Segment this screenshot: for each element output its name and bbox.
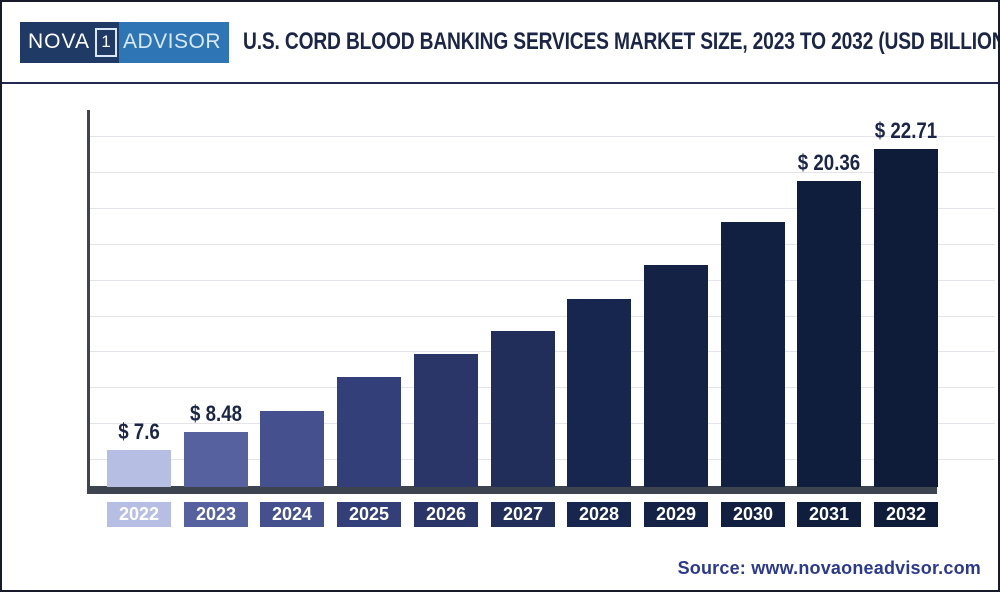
bar-value-2023: $ 8.48 — [190, 401, 242, 426]
gridline — [90, 136, 995, 137]
bar-2032 — [874, 149, 938, 487]
year-label-2024: 2024 — [260, 502, 324, 527]
year-label-2026: 2026 — [414, 502, 478, 527]
title-container: U.S. CORD BLOOD BANKING SERVICES MARKET … — [243, 28, 1000, 56]
year-label-2027: 2027 — [491, 502, 555, 527]
year-label-2029: 2029 — [644, 502, 708, 527]
bar-2024 — [260, 411, 324, 487]
gridline — [90, 280, 995, 281]
logo-one-badge: 1 — [94, 27, 117, 57]
bar-2029 — [644, 265, 708, 487]
bar-2027 — [491, 331, 555, 487]
y-axis-line — [87, 110, 90, 494]
gridline — [90, 172, 995, 173]
year-label-2031: 2031 — [797, 502, 861, 527]
header-bar: NOVA 1 ADVISOR U.S. CORD BLOOD BANKING S… — [2, 2, 998, 84]
logo-one-segment: 1 — [92, 21, 119, 63]
gridline — [90, 316, 995, 317]
source-text: Source: www.novaoneadvisor.com — [677, 558, 981, 578]
bar-2028 — [567, 299, 631, 487]
bar-2022 — [107, 450, 171, 487]
bar-2026 — [414, 354, 478, 487]
bar-value-2032: $ 22.71 — [874, 118, 938, 143]
nova-one-advisor-logo: NOVA 1 ADVISOR — [20, 21, 229, 63]
bar-2031 — [797, 181, 861, 487]
year-label-2023: 2023 — [184, 502, 248, 527]
logo-advisor-segment: ADVISOR — [118, 21, 229, 63]
year-label-2025: 2025 — [337, 502, 401, 527]
bar-2025 — [337, 377, 401, 487]
year-label-2028: 2028 — [567, 502, 631, 527]
year-label-2032: 2032 — [874, 502, 938, 527]
bar-2030 — [721, 222, 785, 487]
logo-nova-segment: NOVA — [20, 21, 93, 63]
bar-value-2022: $ 7.6 — [118, 419, 160, 444]
bar-value-2031: $ 20.36 — [797, 150, 861, 175]
gridline — [90, 244, 995, 245]
page-title: U.S. CORD BLOOD BANKING SERVICES MARKET … — [243, 28, 1000, 55]
bar-2023 — [184, 432, 248, 487]
year-label-2030: 2030 — [721, 502, 785, 527]
x-axis-line — [87, 486, 937, 494]
gridline — [90, 208, 995, 209]
year-label-2022: 2022 — [107, 502, 171, 527]
